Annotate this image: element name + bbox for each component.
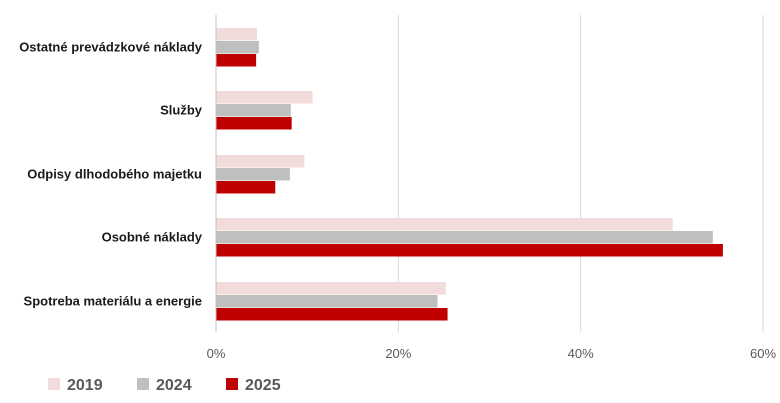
legend-label: 2019: [67, 377, 103, 394]
bar-2019-2: [216, 155, 305, 168]
bar-2025-4: [216, 308, 448, 321]
legend-item-2019: 2019: [48, 377, 103, 394]
bar-2024-0: [216, 41, 259, 54]
bar-2019-4: [216, 282, 446, 295]
x-tick-labels: 0% 20% 40% 60%: [207, 346, 777, 361]
bar-2025-0: [216, 54, 257, 67]
legend-swatch: [137, 378, 149, 390]
legend-item-2024: 2024: [137, 377, 192, 394]
bar-2025-2: [216, 181, 276, 194]
bar-2019-0: [216, 28, 258, 41]
bar-2024-2: [216, 168, 290, 181]
legend-swatch: [48, 378, 60, 390]
bar-2025-1: [216, 117, 292, 130]
bar-2019-3: [216, 218, 673, 231]
x-tick-label: 60%: [750, 346, 776, 361]
category-label: Osobné náklady: [102, 230, 203, 245]
x-tick-label: 0%: [207, 346, 226, 361]
legend-item-2025: 2025: [226, 377, 281, 394]
bar-2025-3: [216, 244, 723, 257]
gridlines: [397, 15, 764, 332]
legend-swatch: [226, 378, 238, 390]
x-tick-label: 20%: [385, 346, 411, 361]
x-tick-label: 40%: [568, 346, 594, 361]
bar-2024-4: [216, 295, 438, 308]
legend-label: 2025: [245, 377, 281, 394]
category-label: Odpisy dlhodobého majetku: [27, 167, 202, 182]
bar-2024-1: [216, 104, 291, 117]
category-label: Spotreba materiálu a energie: [24, 294, 202, 309]
legend-label: 2024: [156, 377, 192, 394]
category-labels: Ostatné prevádzkové náklady Služby Odpisy …: [19, 40, 203, 309]
bar-2019-1: [216, 91, 313, 104]
category-label: Ostatné prevádzkové náklady: [19, 40, 203, 55]
bar-2024-3: [216, 231, 713, 244]
bars: [216, 28, 723, 321]
category-label: Služby: [160, 103, 203, 118]
legend: 2019 2024 2025: [48, 377, 281, 394]
